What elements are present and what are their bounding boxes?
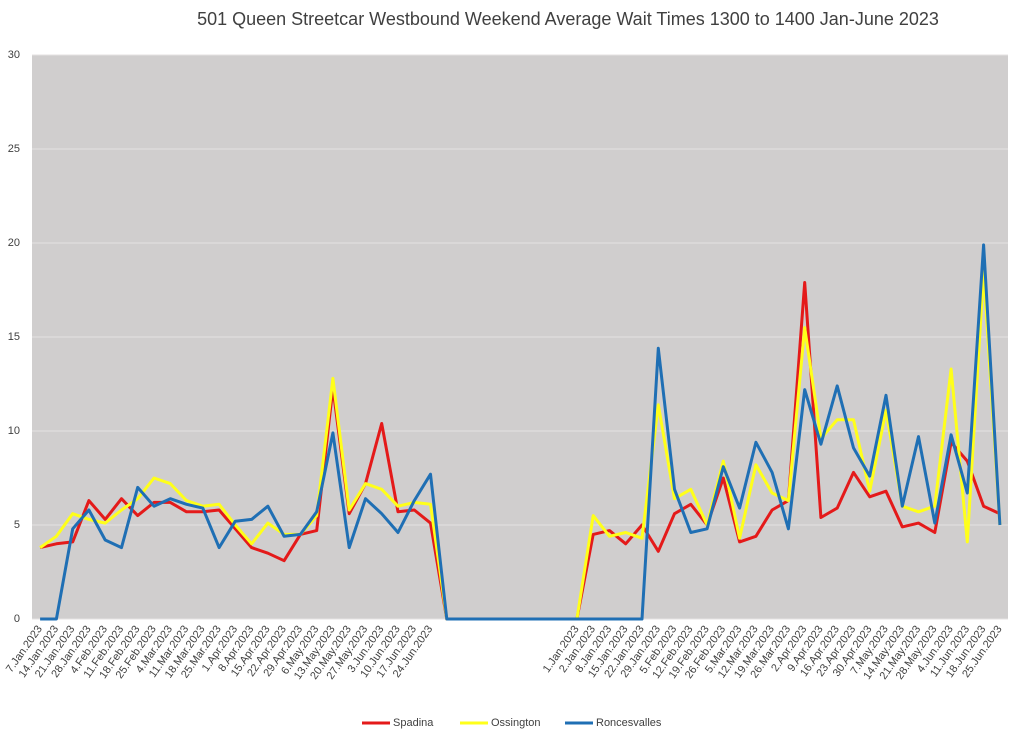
y-tick-label: 25 <box>8 143 20 155</box>
y-tick-label: 20 <box>8 237 20 249</box>
y-tick-label: 10 <box>8 425 20 437</box>
y-tick-label: 0 <box>14 613 20 625</box>
legend-label: Ossington <box>491 717 541 729</box>
legend-label: Roncesvalles <box>596 717 662 729</box>
chart-title: 501 Queen Streetcar Westbound Weekend Av… <box>197 9 939 29</box>
y-tick-label: 15 <box>8 331 20 343</box>
legend-label: Spadina <box>393 717 434 729</box>
series-line <box>40 243 1002 621</box>
y-tick-label: 5 <box>14 519 20 531</box>
y-tick-label: 30 <box>8 49 20 61</box>
